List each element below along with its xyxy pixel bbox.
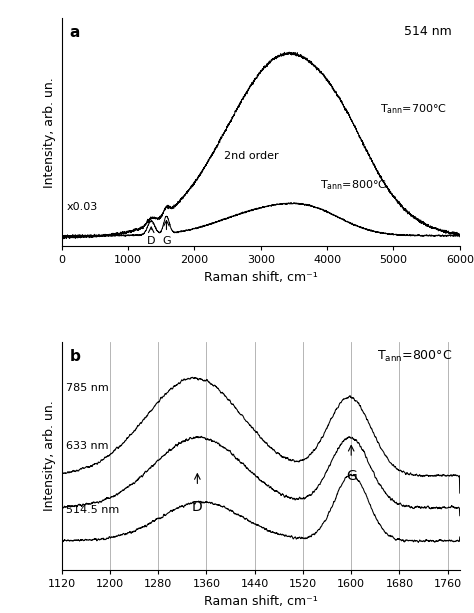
Text: b: b xyxy=(70,349,81,364)
Y-axis label: Intensity, arb. un.: Intensity, arb. un. xyxy=(43,401,56,511)
Y-axis label: Intensity, arb. un.: Intensity, arb. un. xyxy=(43,77,56,188)
Text: G: G xyxy=(163,236,172,246)
Text: 514 nm: 514 nm xyxy=(404,25,452,38)
Text: T$_{\mathregular{ann}}$=800°C: T$_{\mathregular{ann}}$=800°C xyxy=(376,349,452,364)
Text: T$_{\mathregular{ann}}$=800°C: T$_{\mathregular{ann}}$=800°C xyxy=(320,178,388,192)
Text: a: a xyxy=(70,25,80,40)
Text: D: D xyxy=(147,236,155,246)
Text: D: D xyxy=(192,500,203,514)
X-axis label: Raman shift, cm⁻¹: Raman shift, cm⁻¹ xyxy=(204,595,318,607)
Text: T$_{\mathregular{ann}}$=700°C: T$_{\mathregular{ann}}$=700°C xyxy=(380,102,447,116)
Text: G: G xyxy=(346,469,356,483)
Text: 633 nm: 633 nm xyxy=(66,441,109,451)
Text: 2nd order: 2nd order xyxy=(224,151,279,161)
Text: 785 nm: 785 nm xyxy=(66,383,109,393)
X-axis label: Raman shift, cm⁻¹: Raman shift, cm⁻¹ xyxy=(204,271,318,284)
Text: 514.5 nm: 514.5 nm xyxy=(66,504,119,515)
Text: x0.03: x0.03 xyxy=(67,202,98,212)
